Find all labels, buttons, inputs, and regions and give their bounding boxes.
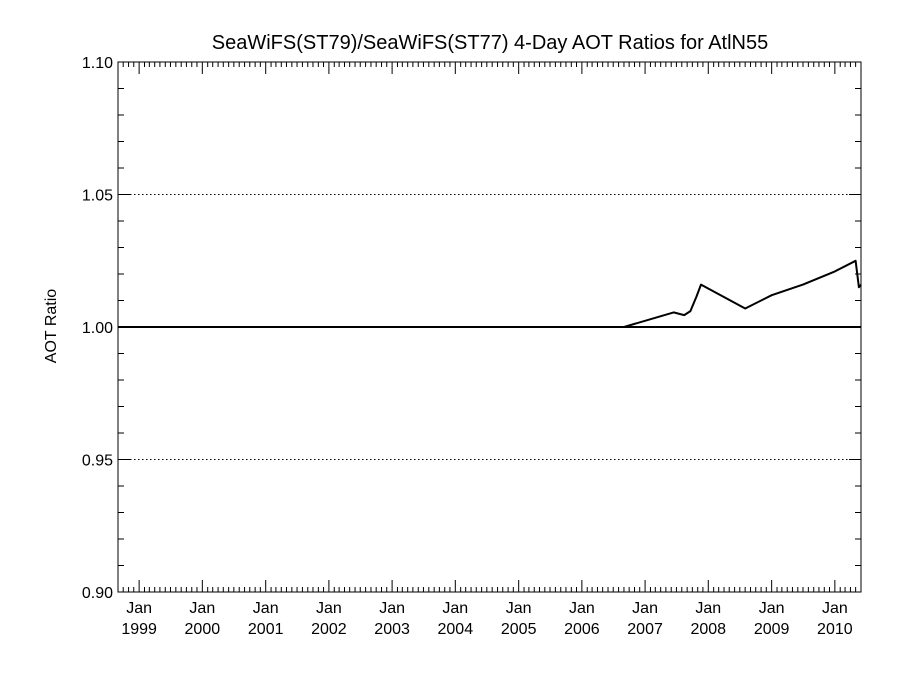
x-tick-label-month: Jan (632, 600, 658, 617)
x-tick-label-month: Jan (822, 600, 848, 617)
y-tick-label: 1.05 (82, 188, 113, 205)
x-tick-label-month: Jan (506, 600, 532, 617)
gridlines (118, 61, 861, 460)
x-tick-label-year: 2003 (374, 621, 410, 638)
x-tick-label-month: Jan (569, 600, 595, 617)
x-tick-label-month: Jan (379, 600, 405, 617)
x-tick-label-year: 2004 (438, 621, 474, 638)
x-tick-label-year: 2006 (564, 621, 600, 638)
x-tick-label-year: 2001 (248, 621, 284, 638)
x-tick-label-year: 2000 (185, 621, 221, 638)
x-tick-label-year: 2008 (690, 621, 726, 638)
y-tick-label: 0.90 (82, 585, 113, 602)
x-tick-label-month: Jan (695, 600, 721, 617)
x-tick-label-month: Jan (759, 600, 785, 617)
series-group (118, 259, 862, 328)
x-tick-label-month: Jan (253, 600, 279, 617)
y-tick-label: 1.10 (82, 55, 113, 72)
x-tick-label-year: 2005 (501, 621, 537, 638)
x-tick-label-month: Jan (189, 600, 215, 617)
y-tick-label: 1.00 (82, 320, 113, 337)
series-line-0 (118, 259, 862, 328)
x-tick-label-month: Jan (126, 600, 152, 617)
y-axis-label: AOT Ratio (43, 289, 60, 364)
x-tick-labels: Jan 1999 Jan 2000 Jan 2001 Jan 2002 Jan 2003 Jan 20… (121, 600, 852, 638)
plot-frame (117, 61, 862, 593)
y-tick-label: 0.95 (82, 453, 113, 470)
x-tick-label-month: Jan (442, 600, 468, 617)
x-tick-label-year: 2009 (754, 621, 790, 638)
chart-title: SeaWiFS(ST79)/SeaWiFS(ST77) 4-Day AOT Ra… (212, 32, 768, 54)
minor-ticks (117, 61, 862, 593)
x-tick-label-year: 2007 (627, 621, 663, 638)
x-tick-label-year: 1999 (121, 621, 157, 638)
x-tick-label-year: 2010 (817, 621, 853, 638)
x-tick-label-year: 2002 (311, 621, 347, 638)
y-tick-labels: 0.90 0.95 1.00 1.05 1.10 (82, 55, 113, 602)
x-tick-label-month: Jan (316, 600, 342, 617)
